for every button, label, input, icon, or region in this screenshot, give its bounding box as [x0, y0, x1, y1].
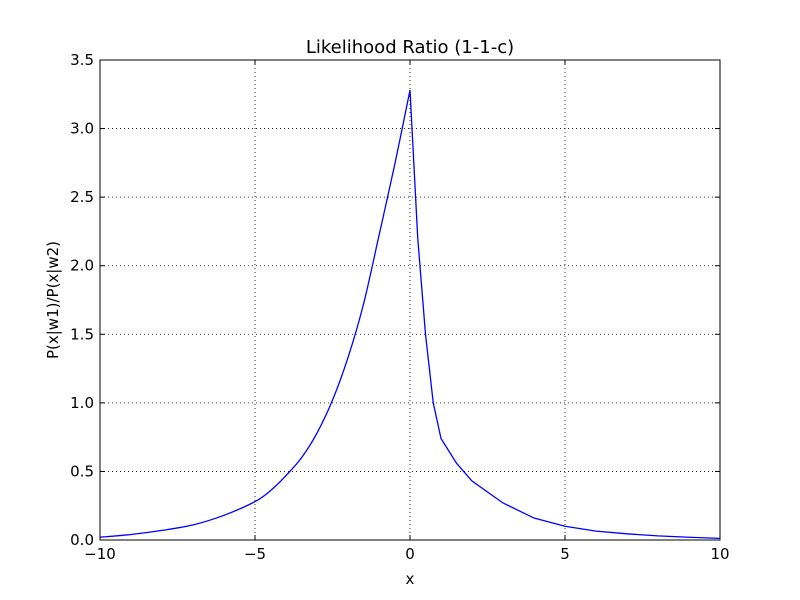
- grid: [100, 60, 720, 540]
- x-axis-label: x: [406, 570, 415, 588]
- x-tick-label: 0: [405, 545, 415, 563]
- y-tick-label: 1.0: [70, 394, 94, 412]
- y-tick-labels: 0.0 0.5 1.0 1.5 2.0 2.5 3.0 3.5: [70, 51, 94, 549]
- y-tick-label: 3.5: [70, 51, 94, 69]
- x-tick-label: 10: [710, 545, 729, 563]
- y-tick-label: 0.5: [70, 462, 94, 480]
- y-tick-label: 0.0: [70, 531, 94, 549]
- y-axis-label: P(x|w1)/P(x|w2): [44, 241, 62, 359]
- x-tick-labels: −10 −5 0 5 10: [84, 545, 729, 563]
- x-tick-label: −10: [84, 545, 116, 563]
- chart-title: Likelihood Ratio (1-1-c): [306, 37, 514, 58]
- y-tick-label: 3.0: [70, 120, 94, 138]
- y-tick-label: 2.0: [70, 257, 94, 275]
- series-line: [99, 90, 721, 539]
- plot-frame: [99, 59, 721, 541]
- y-tick-label: 2.5: [70, 188, 94, 206]
- y-tick-label: 1.5: [70, 325, 94, 343]
- x-tick-label: 5: [560, 545, 570, 563]
- x-tick-label: −5: [244, 545, 266, 563]
